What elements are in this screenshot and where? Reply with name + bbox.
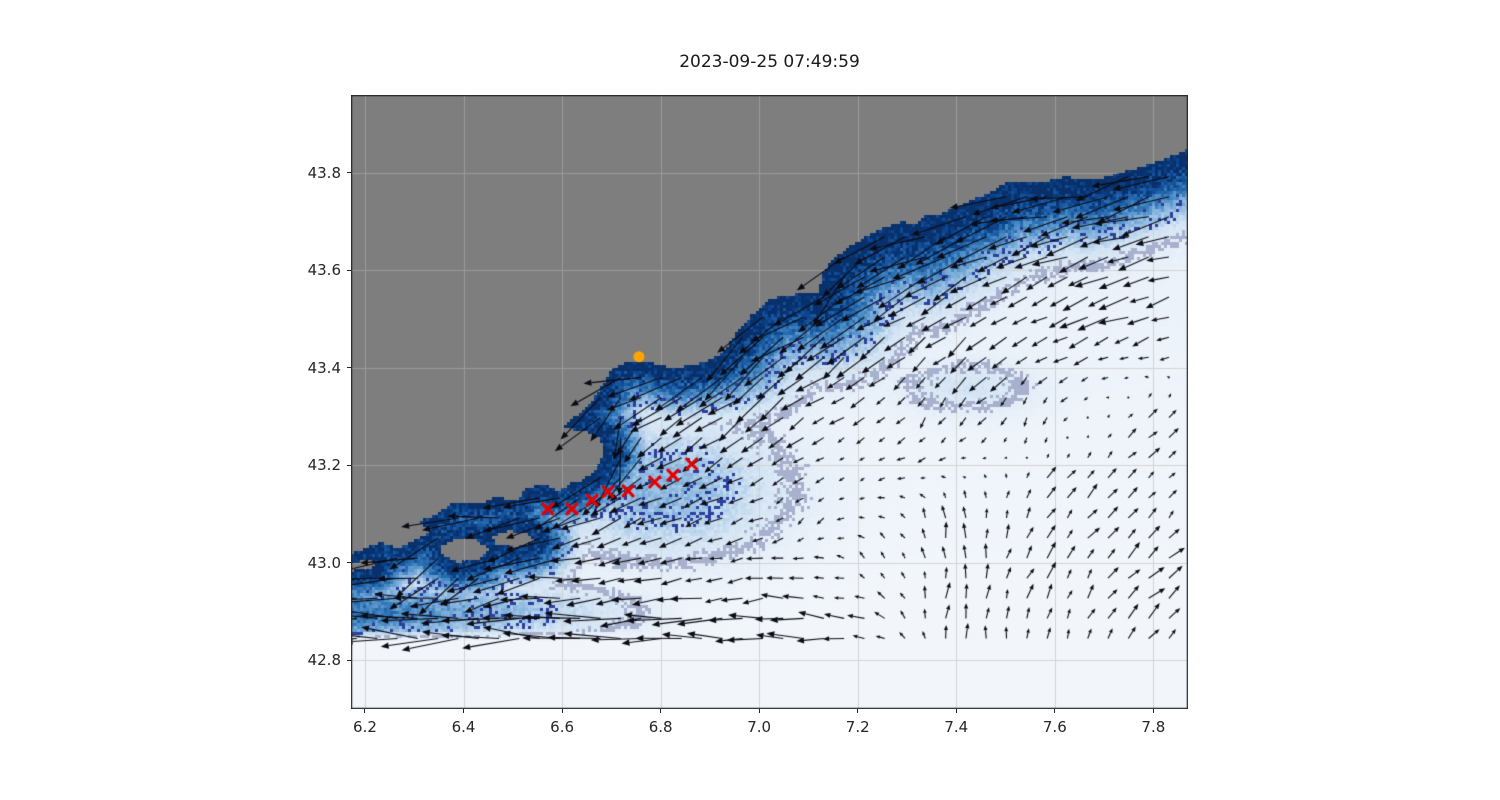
y-tick-mark — [347, 562, 351, 564]
x-tick-label: 6.6 — [550, 718, 575, 736]
x-tick-label: 6.2 — [353, 718, 377, 736]
y-tick-label: 43.6 — [307, 261, 341, 280]
map-axes — [351, 95, 1188, 709]
x-tick-mark — [1054, 709, 1056, 713]
x-tick-mark — [660, 709, 662, 713]
y-tick-mark — [347, 367, 351, 369]
x-tick-mark — [561, 709, 563, 713]
y-tick-label: 43.0 — [307, 553, 341, 572]
x-tick-label: 6.8 — [648, 718, 673, 736]
map-canvas — [351, 95, 1188, 709]
x-tick-label: 7.2 — [845, 718, 870, 736]
y-tick-mark — [347, 464, 351, 466]
x-tick-mark — [364, 709, 366, 713]
x-tick-label: 7.8 — [1141, 718, 1166, 736]
x-tick-label: 7.0 — [747, 718, 772, 736]
x-tick-label: 7.4 — [944, 718, 969, 736]
y-tick-label: 43.8 — [307, 163, 341, 182]
x-tick-mark — [463, 709, 465, 713]
x-tick-mark — [758, 709, 760, 713]
x-tick-mark — [1152, 709, 1154, 713]
y-tick-mark — [347, 172, 351, 174]
x-tick-label: 6.4 — [451, 718, 476, 736]
y-tick-label: 43.4 — [307, 358, 341, 377]
y-tick-mark — [347, 269, 351, 271]
plot-title: 2023-09-25 07:49:59 — [679, 52, 860, 72]
y-tick-label: 42.8 — [307, 651, 341, 670]
y-tick-mark — [347, 659, 351, 661]
x-tick-mark — [857, 709, 859, 713]
x-tick-mark — [955, 709, 957, 713]
x-tick-label: 7.6 — [1042, 718, 1067, 736]
y-tick-label: 43.2 — [307, 456, 341, 475]
